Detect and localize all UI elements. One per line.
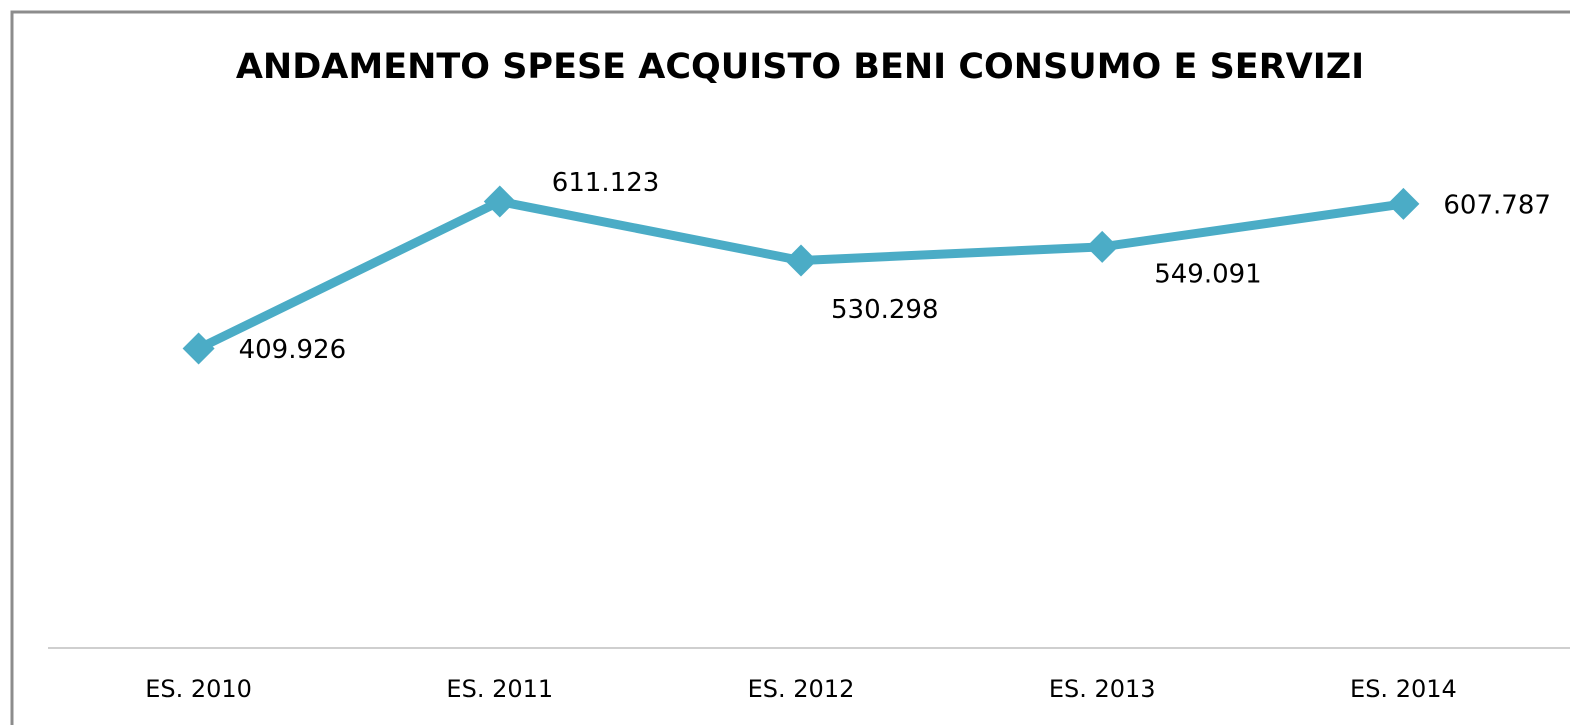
marker — [1387, 187, 1420, 220]
data-label: 530.298 — [831, 295, 939, 325]
data-label: 607.787 — [1443, 190, 1551, 220]
chart-title: ANDAMENTO SPESE ACQUISTO BENI CONSUMO E … — [236, 47, 1364, 87]
x-tick-label: ES. 2011 — [446, 675, 553, 703]
data-label: 611.123 — [552, 168, 660, 198]
marker — [182, 332, 215, 365]
chart-frame — [10, 10, 1570, 725]
x-tick-label: ES. 2013 — [1049, 675, 1156, 703]
marker — [785, 244, 817, 277]
marker — [1086, 230, 1119, 263]
x-tick-label: ES. 2014 — [1350, 675, 1457, 703]
x-tick-label: ES. 2010 — [145, 675, 252, 703]
data-label: 549.091 — [1154, 259, 1262, 289]
marker — [483, 185, 516, 218]
data-label: 409.926 — [239, 335, 347, 365]
x-tick-label: ES. 2012 — [748, 675, 855, 703]
